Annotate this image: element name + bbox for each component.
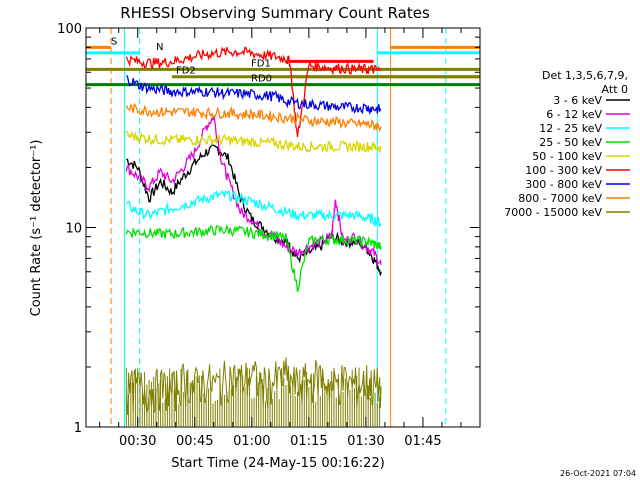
legend-label: 7000 - 15000 keV (504, 206, 602, 219)
y-axis-label: Count Rate (s⁻¹ detector⁻¹) (29, 140, 44, 317)
y-axis: 1 10 100 (57, 22, 480, 436)
x-tick-label: 01:15 (290, 434, 327, 449)
vertical-markers (110, 28, 447, 427)
series-line-3 (125, 224, 382, 292)
y-tick-label: 100 (57, 22, 82, 37)
series-line-7 (125, 102, 382, 133)
x-tick-label: 01:00 (233, 434, 270, 449)
legend-label: 300 - 800 keV (525, 178, 602, 191)
x-tick-label: 01:30 (347, 434, 384, 449)
y-tick-label: 10 (65, 222, 82, 237)
series-7 (125, 102, 382, 133)
series-3 (125, 224, 382, 292)
legend-label: 25 - 50 keV (539, 136, 602, 149)
series-6 (125, 75, 382, 116)
legend-label: 3 - 6 keV (553, 94, 602, 107)
legend-label: 50 - 100 keV (532, 150, 602, 163)
series-line-4 (125, 130, 382, 154)
chart-title: RHESSI Observing Summary Count Rates (120, 4, 430, 22)
legend-label: 6 - 12 keV (546, 108, 602, 121)
flag-label-7: RD0 (251, 74, 272, 85)
series-line-2 (125, 189, 382, 228)
x-tick-label: 01:45 (404, 434, 441, 449)
series-5 (125, 46, 382, 138)
flag-label-5: FD2 (176, 66, 196, 77)
flag-label-1: N (156, 42, 163, 53)
series-line-6 (125, 75, 382, 116)
series-line-0 (126, 144, 382, 276)
legend-header-line: Att 0 (602, 83, 628, 96)
legend-label: 12 - 25 keV (539, 122, 602, 135)
y-tick-label: 1 (74, 421, 82, 436)
x-tick-label: 00:45 (176, 434, 213, 449)
x-axis-label: Start Time (24-May-15 00:16:22) (171, 456, 385, 471)
legend-label: 100 - 300 keV (525, 164, 602, 177)
x-tick-label: 00:30 (119, 434, 156, 449)
series-0 (126, 144, 382, 276)
legend-label: 800 - 7000 keV (518, 192, 602, 205)
series-1 (125, 115, 382, 265)
flag-bars: S N FD1 FD2 RD0 (86, 36, 480, 87)
legend-header-line: Det 1,3,5,6,7,9, (542, 69, 628, 82)
series-line-5 (125, 46, 382, 138)
flag-label-0: S (111, 36, 117, 47)
series-4 (125, 130, 382, 154)
series-line-1 (125, 115, 382, 265)
flag-label-4: FD1 (251, 58, 271, 69)
x-axis: 00:30 00:45 01:00 01:15 01:30 01:45 (99, 28, 462, 449)
series-2 (125, 189, 382, 228)
series-layer (125, 46, 382, 427)
series-8 (125, 357, 382, 427)
timestamp: 26-Oct-2021 07:04 (560, 469, 636, 478)
